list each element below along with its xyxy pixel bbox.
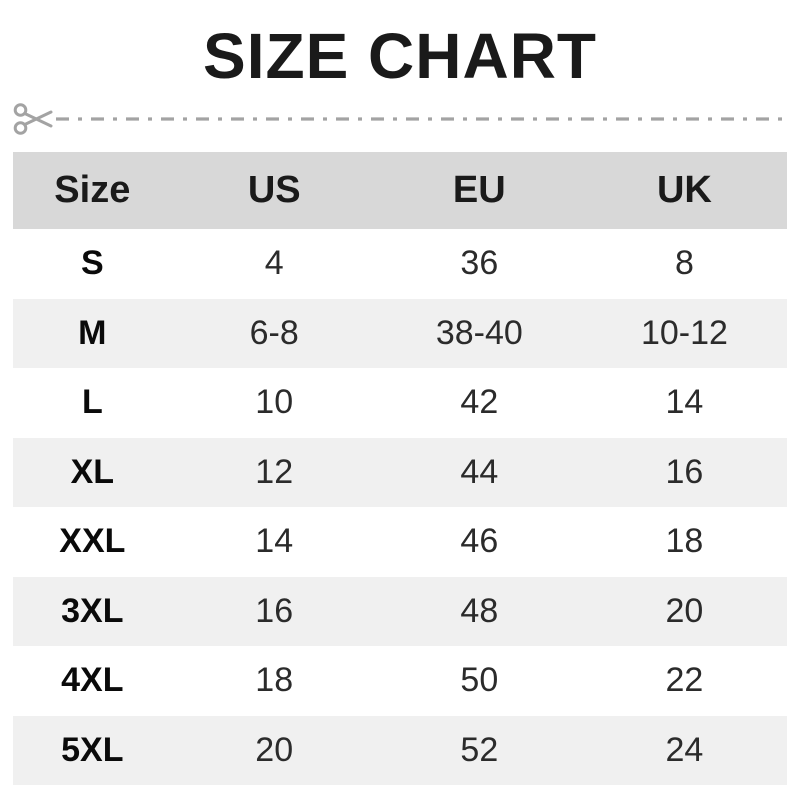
table-header-row: Size US EU UK bbox=[13, 152, 787, 229]
column-header-size: Size bbox=[54, 169, 131, 211]
table-row-m: M 6-8 38-40 10-12 bbox=[13, 298, 787, 368]
size-value: 20 bbox=[665, 591, 704, 630]
size-value: 18 bbox=[665, 522, 704, 561]
page-title: SIZE CHART bbox=[203, 20, 597, 92]
size-table: Size US EU UK S 4 36 8 M 6-8 38-40 10-12 L 10 42 14 XL 12… bbox=[13, 152, 787, 785]
size-value: 24 bbox=[665, 730, 704, 769]
table-row-4xl: 4XL 18 50 22 bbox=[13, 646, 787, 716]
size-value: 14 bbox=[665, 383, 704, 422]
column-header-eu: EU bbox=[452, 169, 506, 211]
column-header-uk: UK bbox=[656, 169, 712, 211]
size-value: 4 bbox=[264, 244, 284, 283]
scissors-icon bbox=[13, 103, 53, 135]
size-value: 10 bbox=[255, 383, 294, 422]
column-header-us: US bbox=[247, 169, 301, 211]
size-value: 6-8 bbox=[249, 313, 299, 352]
size-value: 20 bbox=[255, 730, 294, 769]
table-row-l: L 10 42 14 bbox=[13, 368, 787, 438]
table-row-xxl: XXL 14 46 18 bbox=[13, 507, 787, 577]
size-value: 10-12 bbox=[640, 313, 728, 352]
size-value: 16 bbox=[255, 591, 294, 630]
size-label: 3XL bbox=[61, 591, 124, 630]
table-row-s: S 4 36 8 bbox=[13, 229, 787, 299]
size-label: S bbox=[80, 244, 104, 283]
size-label: 4XL bbox=[61, 661, 124, 700]
size-label: XXL bbox=[59, 522, 126, 561]
cut-dashed-line bbox=[56, 117, 787, 121]
size-label: XL bbox=[70, 452, 115, 491]
size-value: 50 bbox=[460, 661, 499, 700]
table-row-3xl: 3XL 16 48 20 bbox=[13, 576, 787, 646]
size-value: 46 bbox=[460, 522, 499, 561]
size-value: 16 bbox=[665, 452, 704, 491]
size-value: 8 bbox=[674, 244, 694, 283]
size-label: L bbox=[81, 383, 103, 422]
size-value: 52 bbox=[460, 730, 499, 769]
size-value: 22 bbox=[665, 661, 704, 700]
size-value: 44 bbox=[460, 452, 499, 491]
size-value: 18 bbox=[255, 661, 294, 700]
size-label: 5XL bbox=[61, 730, 124, 769]
size-value: 42 bbox=[460, 383, 499, 422]
size-value: 36 bbox=[460, 244, 499, 283]
table-row-xl: XL 12 44 16 bbox=[13, 437, 787, 507]
size-value: 38-40 bbox=[435, 313, 523, 352]
size-value: 12 bbox=[255, 452, 294, 491]
cut-line bbox=[13, 100, 787, 138]
size-value: 14 bbox=[255, 522, 294, 561]
size-value: 48 bbox=[460, 591, 499, 630]
size-label: M bbox=[78, 313, 107, 352]
table-row-5xl: 5XL 20 52 24 bbox=[13, 715, 787, 785]
